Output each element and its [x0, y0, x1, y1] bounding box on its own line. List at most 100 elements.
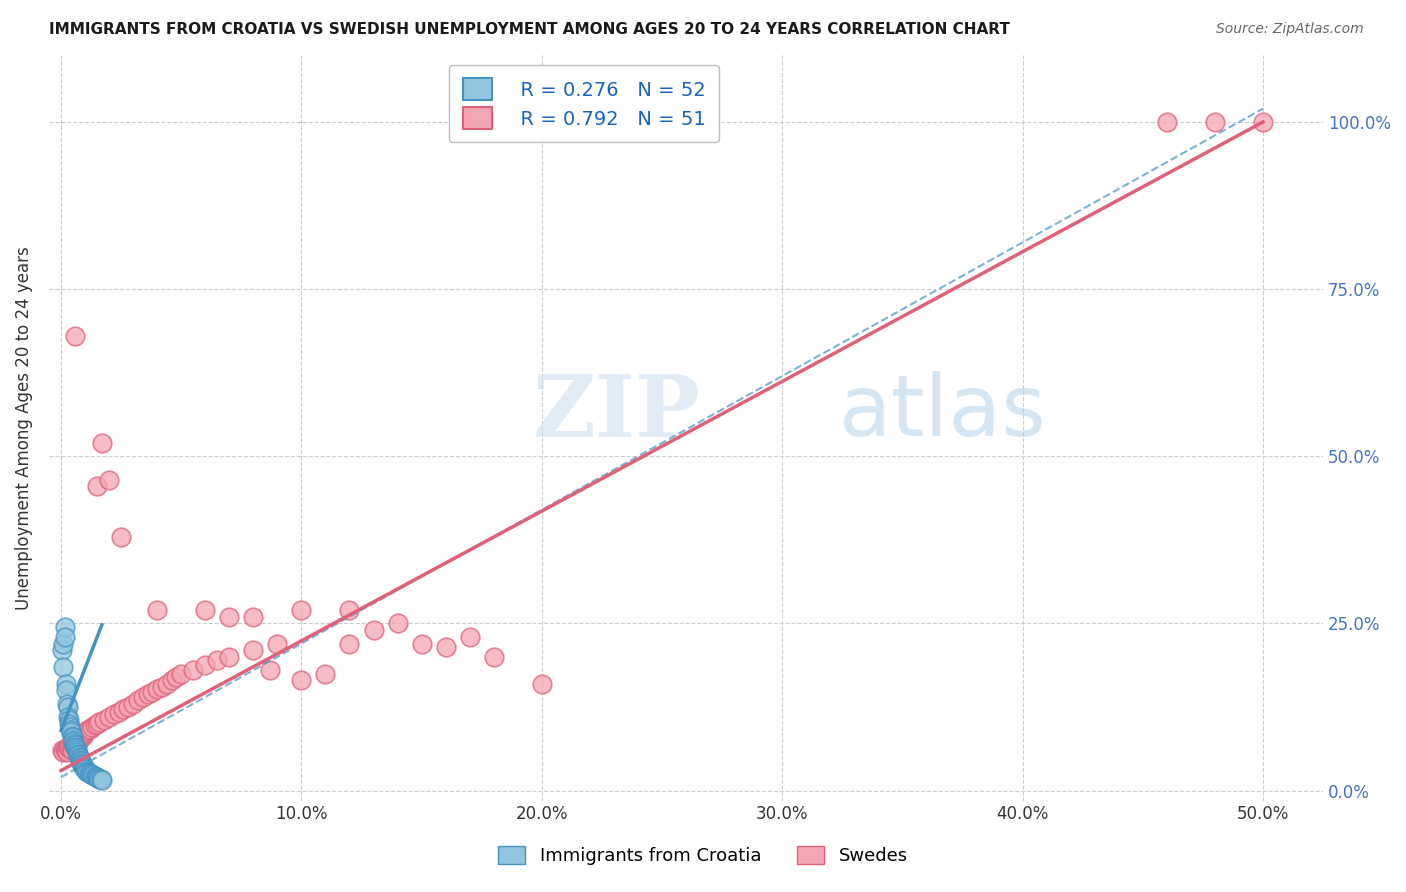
Point	[86, 479, 108, 493]
Point	[363, 623, 385, 637]
Point	[141, 684, 163, 698]
Point	[56, 697, 79, 711]
Point	[530, 676, 553, 690]
Point	[73, 760, 96, 774]
Point	[82, 768, 104, 782]
Point	[66, 747, 89, 761]
Point	[58, 740, 80, 755]
Point	[73, 762, 96, 776]
Point	[53, 620, 76, 634]
Point	[73, 724, 96, 739]
Point	[84, 770, 107, 784]
Point	[67, 734, 90, 748]
Point	[56, 700, 79, 714]
Point	[65, 735, 87, 749]
Point	[339, 636, 361, 650]
Point	[70, 730, 93, 744]
Point	[58, 710, 80, 724]
Point	[86, 716, 108, 731]
Point	[259, 663, 281, 677]
Point	[218, 649, 240, 664]
Point	[63, 738, 86, 752]
Point	[132, 690, 155, 704]
Point	[72, 759, 94, 773]
Point	[98, 473, 121, 487]
Point	[458, 630, 481, 644]
Point	[156, 676, 179, 690]
Point	[51, 643, 73, 657]
Point	[242, 609, 264, 624]
Point	[63, 739, 86, 754]
Point	[93, 714, 115, 728]
Point	[65, 741, 87, 756]
Point	[290, 673, 312, 688]
Point	[207, 653, 229, 667]
Point	[76, 764, 98, 779]
Point	[63, 737, 86, 751]
Point	[69, 751, 91, 765]
Point	[79, 722, 101, 736]
Point	[67, 748, 90, 763]
Point	[194, 657, 217, 672]
Point	[59, 742, 82, 756]
Point	[55, 676, 77, 690]
Point	[58, 716, 80, 731]
Point	[290, 603, 312, 617]
Point	[65, 743, 87, 757]
Point	[87, 771, 110, 785]
Point	[66, 733, 89, 747]
Point	[103, 706, 125, 721]
Point	[90, 772, 112, 787]
Point	[1251, 115, 1274, 129]
Point	[79, 766, 101, 780]
Point	[181, 663, 204, 677]
Point	[314, 666, 336, 681]
Point	[70, 756, 93, 770]
Point	[122, 697, 145, 711]
Point	[170, 666, 193, 681]
Point	[136, 687, 159, 701]
Point	[80, 767, 103, 781]
Point	[98, 710, 121, 724]
Point	[339, 603, 361, 617]
Point	[67, 750, 90, 764]
Point	[73, 727, 96, 741]
Point	[242, 643, 264, 657]
Point	[127, 693, 149, 707]
Point	[62, 735, 84, 749]
Point	[55, 683, 77, 698]
Legend: Immigrants from Croatia, Swedes: Immigrants from Croatia, Swedes	[489, 837, 917, 874]
Point	[62, 738, 84, 752]
Point	[146, 681, 169, 696]
Point	[86, 770, 108, 784]
Point	[82, 720, 104, 734]
Point	[150, 680, 173, 694]
Point	[82, 767, 104, 781]
Point	[165, 670, 187, 684]
Point	[55, 743, 77, 757]
Legend:   R = 0.276   N = 52,   R = 0.792   N = 51: R = 0.276 N = 52, R = 0.792 N = 51	[450, 65, 718, 142]
Point	[83, 718, 105, 732]
Point	[51, 743, 73, 757]
Point	[72, 729, 94, 743]
Point	[77, 765, 100, 780]
Point	[218, 609, 240, 624]
Point	[59, 723, 82, 738]
Point	[65, 737, 87, 751]
Point	[112, 702, 135, 716]
Point	[66, 745, 89, 759]
Point	[60, 729, 83, 743]
Point	[59, 720, 82, 734]
Point	[146, 603, 169, 617]
Point	[53, 742, 76, 756]
Point	[72, 758, 94, 772]
Point	[60, 724, 83, 739]
Text: atlas: atlas	[839, 371, 1047, 454]
Point	[62, 733, 84, 747]
Point	[52, 745, 75, 759]
Point	[75, 764, 97, 778]
Point	[83, 769, 105, 783]
Point	[387, 616, 409, 631]
Point	[58, 741, 80, 756]
Point	[69, 753, 91, 767]
